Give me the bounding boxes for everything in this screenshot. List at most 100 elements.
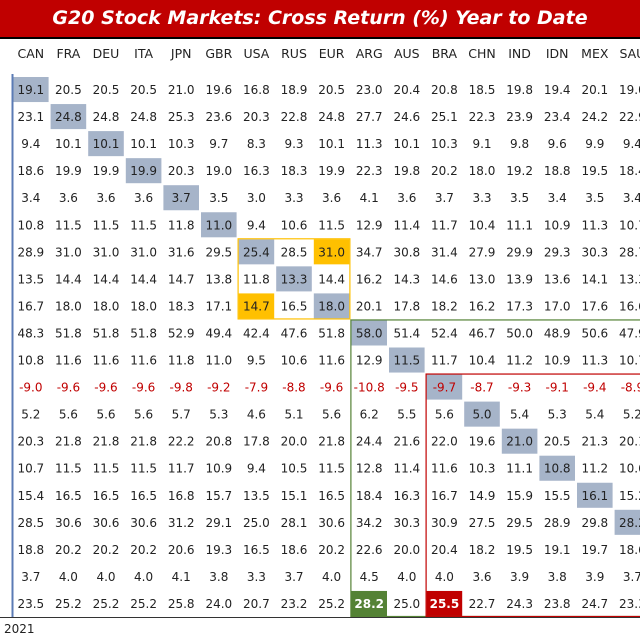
table-cell: 25.0 xyxy=(393,597,420,611)
table-cell: 18.8 xyxy=(17,543,44,557)
table-cell: 11.2 xyxy=(581,462,608,476)
table-cell: 20.5 xyxy=(544,435,571,449)
table-cell: 20.3 xyxy=(243,110,270,124)
table-cell: 11.5 xyxy=(130,462,157,476)
table-cell: 25.2 xyxy=(55,597,82,611)
table-cell: 31.2 xyxy=(168,516,195,530)
table-cell: -9.4 xyxy=(583,381,606,395)
table-cell: 11.1 xyxy=(506,218,533,232)
table-cell: 23.0 xyxy=(356,83,383,97)
table-cell: 18.3 xyxy=(168,299,195,313)
table-cell: 3.8 xyxy=(209,570,228,584)
table-cell: 11.5 xyxy=(130,218,157,232)
table-cell: 52.9 xyxy=(168,326,195,340)
table-cell: 21.6 xyxy=(393,435,420,449)
table-cell: 31.0 xyxy=(55,245,82,259)
table-cell: 19.1 xyxy=(17,83,44,97)
table-cell: 18.4 xyxy=(619,164,640,178)
table-cell: 5.2 xyxy=(623,408,640,422)
highlight-orange-cell xyxy=(238,293,275,319)
table-cell: 50.6 xyxy=(581,326,608,340)
table-cell: 11.5 xyxy=(318,218,345,232)
table-cell: 16.8 xyxy=(168,489,195,503)
table-cell: -9.6 xyxy=(57,381,80,395)
table-cell: 11.6 xyxy=(55,354,82,368)
table-cell: 18.6 xyxy=(619,543,640,557)
table-cell: 11.2 xyxy=(506,354,533,368)
table-cell: 25.2 xyxy=(93,597,120,611)
table-cell: 22.6 xyxy=(356,543,383,557)
table-cell: 24.7 xyxy=(581,597,608,611)
table-cell: 18.0 xyxy=(55,299,82,313)
table-cell: 20.4 xyxy=(393,83,420,97)
table-cell: 42.4 xyxy=(243,326,270,340)
table-cell: 16.7 xyxy=(17,299,44,313)
table-cell: 24.0 xyxy=(205,597,232,611)
column-header-chn: CHN xyxy=(468,46,495,61)
table-cell: 30.6 xyxy=(318,516,345,530)
table-cell: 10.4 xyxy=(469,218,496,232)
table-cell: 10.8 xyxy=(17,218,44,232)
diagonal-cell xyxy=(313,293,350,319)
diagonal-cell xyxy=(539,455,575,481)
table-cell: 3.9 xyxy=(585,570,604,584)
table-cell: 14.4 xyxy=(130,272,157,286)
table-cell: 11.8 xyxy=(168,354,195,368)
table-cell: 3.7 xyxy=(284,570,303,584)
highlight-red-cell xyxy=(426,590,463,616)
table-cell: 17.0 xyxy=(544,299,571,313)
table-cell: 11.5 xyxy=(393,354,420,368)
table-cell: 13.6 xyxy=(544,272,571,286)
diagonal-cell xyxy=(426,374,463,400)
column-header-ind: IND xyxy=(508,46,531,61)
table-cell: 24.4 xyxy=(356,435,383,449)
table-cell: 10.8 xyxy=(17,354,44,368)
table-cell: 14.3 xyxy=(393,272,420,286)
table-cell: 21.8 xyxy=(55,435,82,449)
table-cell: 16.5 xyxy=(130,489,157,503)
column-header-ita: ITA xyxy=(134,46,153,61)
table-cell: -9.8 xyxy=(169,381,192,395)
table-cell: 19.5 xyxy=(506,543,533,557)
table-cell: 10.1 xyxy=(93,137,120,151)
table-cell: 31.0 xyxy=(130,245,157,259)
table-cell: 3.6 xyxy=(322,191,341,205)
table-cell: 13.9 xyxy=(506,272,533,286)
bra-outline xyxy=(425,373,640,618)
table-cell: 9.1 xyxy=(472,137,491,151)
diagonal-cell xyxy=(577,482,613,508)
table-cell: 22.8 xyxy=(281,110,308,124)
table-cell: 4.0 xyxy=(59,570,78,584)
table-cell: 30.6 xyxy=(55,516,82,530)
table-cell: 16.1 xyxy=(581,489,608,503)
table-cell: 18.6 xyxy=(281,543,308,557)
diagonal-cell xyxy=(50,104,87,130)
column-header-gbr: GBR xyxy=(205,46,232,61)
table-cell: 4.6 xyxy=(247,408,266,422)
table-cell: 6.2 xyxy=(360,408,379,422)
table-cell: 14.6 xyxy=(431,272,458,286)
table-cell: 31.0 xyxy=(318,245,345,259)
table-cell: 51.4 xyxy=(393,326,420,340)
table-cell: 13.3 xyxy=(619,272,640,286)
table-cell: 3.7 xyxy=(435,191,454,205)
table-cell: 10.7 xyxy=(619,218,640,232)
table-cell: 29.8 xyxy=(581,516,608,530)
table-cell: 23.9 xyxy=(506,110,533,124)
table-cell: 47.6 xyxy=(281,326,308,340)
table-cell: 29.1 xyxy=(205,516,232,530)
diagonal-cell xyxy=(163,185,199,211)
table-cell: 17.1 xyxy=(205,299,232,313)
table-cell: 4.0 xyxy=(435,570,454,584)
table-cell: 21.8 xyxy=(93,435,120,449)
table-cell: 4.5 xyxy=(360,570,379,584)
table-cell: 11.1 xyxy=(506,462,533,476)
table-cell: 11.8 xyxy=(168,218,195,232)
table-cell: 29.3 xyxy=(544,245,571,259)
table-cell: 16.7 xyxy=(431,489,458,503)
table-cell: 51.8 xyxy=(130,326,157,340)
table-cell: 10.6 xyxy=(281,354,308,368)
diagonal-cell xyxy=(13,77,49,103)
table-cell: 25.4 xyxy=(243,245,270,259)
table-cell: -9.6 xyxy=(132,381,155,395)
